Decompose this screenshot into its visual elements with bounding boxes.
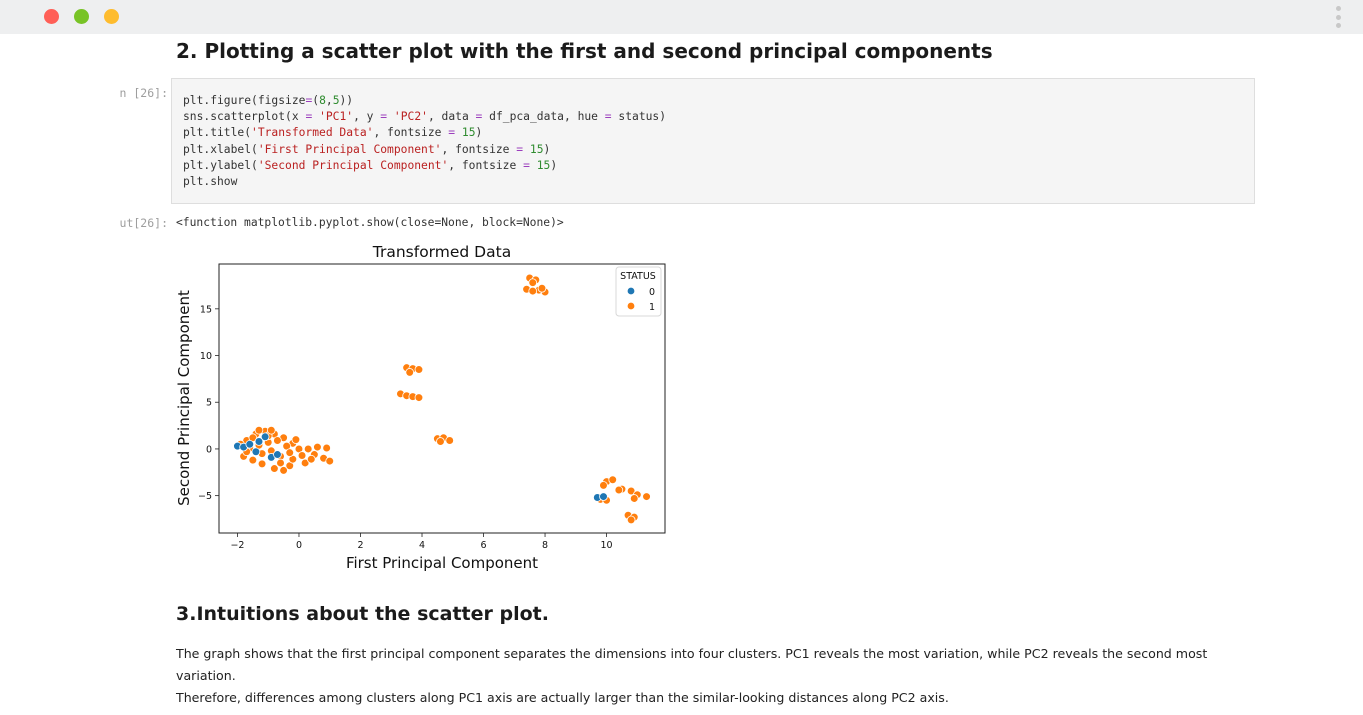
chart-legend: STATUS 0 1 — [615, 266, 662, 317]
data-point-status-1 — [306, 454, 316, 464]
output-prompt: ut[26]: — [119, 216, 168, 230]
x-axis-ticks: −2 0 2 4 6 8 10 — [230, 533, 613, 551]
x-tick-label: 6 — [481, 540, 487, 551]
data-point-status-1 — [313, 442, 322, 452]
data-point-status-1 — [629, 494, 639, 503]
data-point-status-1 — [276, 458, 285, 468]
x-tick-label: 10 — [601, 540, 613, 551]
x-tick-label: 4 — [419, 540, 425, 551]
x-tick-label: 0 — [296, 540, 302, 551]
data-point-status-0 — [599, 492, 608, 501]
data-point-status-1 — [445, 436, 454, 445]
legend-marker-0 — [626, 286, 636, 296]
data-point-status-1 — [254, 425, 264, 435]
y-tick-label: 10 — [200, 351, 212, 362]
chart-title: Transformed Data — [372, 243, 511, 261]
data-point-status-0 — [251, 447, 261, 457]
y-tick-label: 0 — [206, 444, 212, 455]
section-3-heading: 3.Intuitions about the scatter plot. — [176, 603, 549, 625]
data-point-status-1 — [608, 475, 618, 485]
legend-marker-1 — [626, 301, 636, 311]
data-point-status-1 — [279, 466, 288, 475]
y-tick-label: 15 — [200, 304, 212, 315]
data-point-status-1 — [599, 481, 608, 490]
y-axis-label: Second Principal Component — [175, 290, 193, 506]
x-tick-label: −2 — [230, 540, 244, 551]
y-tick-label: 5 — [206, 398, 212, 409]
legend-title: STATUS — [620, 271, 656, 282]
intuition-paragraph: The graph shows that the first principal… — [176, 643, 1266, 709]
plot-area — [218, 263, 666, 534]
data-point-status-1 — [436, 437, 445, 446]
data-point-status-1 — [303, 444, 313, 454]
legend-label-1: 1 — [649, 302, 655, 313]
data-point-status-1 — [626, 486, 636, 496]
data-point-status-1 — [285, 448, 295, 457]
data-point-status-1 — [266, 425, 276, 435]
x-axis-label: First Principal Component — [346, 554, 538, 572]
section-2-heading: 2. Plotting a scatter plot with the firs… — [176, 39, 993, 63]
data-point-status-1 — [300, 458, 310, 468]
data-point-status-1 — [270, 464, 279, 473]
x-tick-label: 2 — [357, 540, 363, 551]
kebab-menu-icon[interactable] — [1335, 6, 1341, 28]
y-axis-ticks: −5 0 5 10 15 — [198, 304, 219, 502]
data-point-status-0 — [254, 437, 264, 446]
data-point-status-0 — [260, 432, 270, 442]
minimize-window-button[interactable] — [74, 9, 89, 24]
maximize-window-button[interactable] — [104, 9, 119, 24]
data-point-status-1 — [626, 515, 636, 525]
paragraph-line-2: Therefore, differences among clusters al… — [176, 690, 949, 705]
data-point-status-1 — [405, 368, 415, 377]
data-point-status-1 — [537, 283, 547, 293]
close-window-button[interactable] — [44, 9, 59, 24]
data-point-status-1 — [257, 459, 267, 469]
scatter-points — [233, 273, 651, 525]
data-point-status-1 — [248, 455, 258, 465]
data-point-status-1 — [642, 492, 651, 501]
window-titlebar — [0, 0, 1363, 34]
data-point-status-1 — [414, 393, 424, 402]
data-point-status-0 — [245, 439, 255, 449]
x-tick-label: 8 — [542, 540, 548, 551]
data-point-status-1 — [322, 443, 331, 453]
legend-label-0: 0 — [649, 287, 655, 298]
data-point-status-1 — [528, 286, 538, 296]
code-cell[interactable]: plt.figure(figsize=(8,5)) sns.scatterplo… — [171, 78, 1255, 204]
data-point-status-1 — [291, 435, 301, 444]
data-point-status-1 — [528, 278, 538, 287]
code-editor[interactable]: plt.figure(figsize=(8,5)) sns.scatterplo… — [183, 94, 667, 189]
data-point-status-1 — [273, 436, 282, 445]
data-point-status-1 — [297, 451, 307, 460]
data-point-status-1 — [325, 456, 335, 466]
data-point-status-0 — [273, 450, 282, 459]
input-prompt: n [26]: — [119, 86, 168, 100]
data-point-status-1 — [414, 365, 424, 374]
y-tick-label: −5 — [198, 491, 212, 502]
paragraph-line-1: The graph shows that the first principal… — [176, 646, 1208, 683]
data-point-status-1 — [614, 485, 624, 495]
cell-output-text: <function matplotlib.pyplot.show(close=N… — [176, 216, 564, 229]
